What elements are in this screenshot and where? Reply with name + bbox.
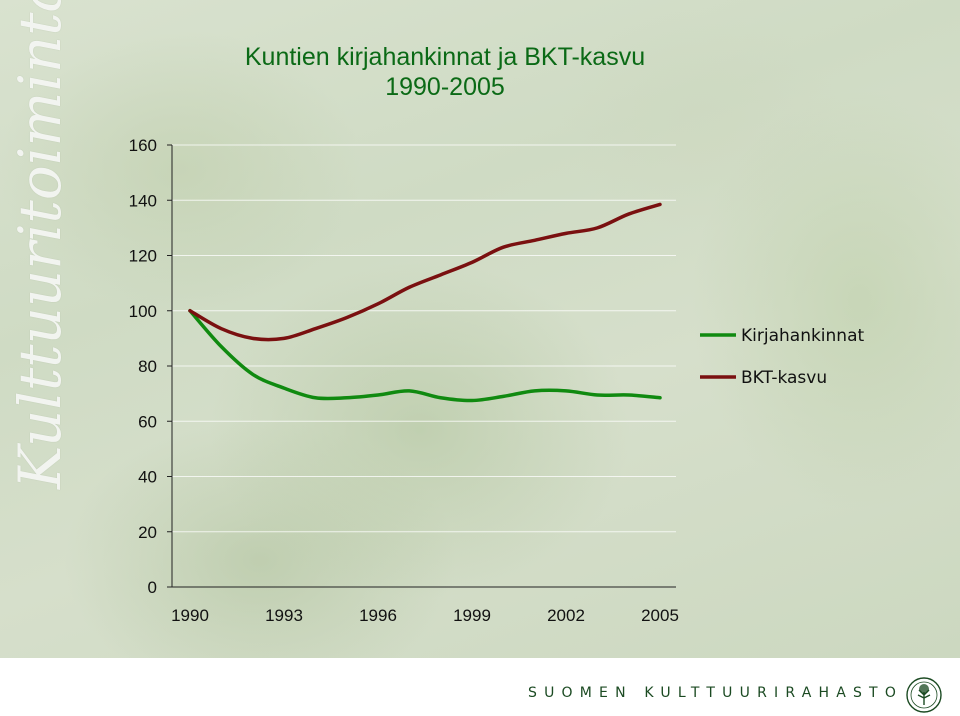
y-tick-label: 80: [138, 357, 157, 376]
x-tick-label: 1996: [359, 606, 397, 625]
chart-title-line-1: Kuntien kirjahankinnat ja BKT-kasvu: [244, 43, 646, 71]
legend-label: BKT-kasvu: [741, 368, 827, 388]
tick-labels: 0 20 40 60 80 100 120 140 160 1990 1993 1996 1999 200…: [129, 136, 679, 625]
x-tick-label: 2002: [547, 606, 585, 625]
legend-label: Kirjahankinnat: [741, 326, 865, 346]
series-lines: [188, 202, 662, 403]
chart-title-line-2: 1990-2005: [385, 73, 505, 101]
gridlines: [172, 144, 676, 533]
y-tick-label: 60: [138, 412, 157, 431]
series-line-kirjahankinnat: [188, 309, 662, 403]
y-tick-label: 120: [129, 247, 157, 266]
y-tick-label: 40: [138, 468, 157, 487]
series-line-bkt-kasvu: [188, 202, 662, 342]
x-tick-label: 1990: [171, 606, 209, 625]
chart-title: Kuntien kirjahankinnat ja BKT-kasvu 1990…: [200, 42, 690, 102]
y-tick-label: 160: [129, 136, 157, 155]
x-tick-label: 1993: [265, 606, 303, 625]
y-tick-label: 100: [129, 302, 157, 321]
footer-organization-name: SUOMEN KULTTUURIRAHASTO: [528, 685, 904, 701]
y-tick-label: 140: [129, 191, 157, 210]
slide-background: [0, 0, 960, 658]
y-tick-label: 0: [148, 578, 157, 597]
x-tick-label: 2005: [641, 606, 679, 625]
y-tick-label: 20: [138, 523, 157, 542]
line-chart: 0 20 40 60 80 100 120 140 160 1990 1993 1996 1999 200…: [129, 136, 865, 625]
legend: Kirjahankinnat BKT-kasvu: [700, 326, 865, 388]
tree-seal-icon: [906, 677, 942, 713]
axes: [167, 144, 676, 588]
footer-bar: SUOMEN KULTTUURIRAHASTO: [0, 658, 960, 716]
x-tick-label: 1999: [453, 606, 491, 625]
